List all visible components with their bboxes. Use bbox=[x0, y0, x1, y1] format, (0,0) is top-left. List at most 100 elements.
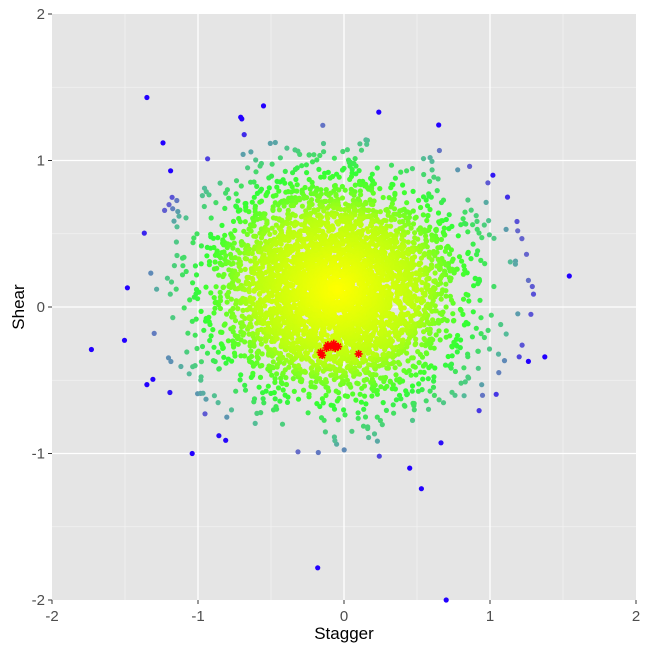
data-point bbox=[207, 337, 213, 344]
data-point bbox=[233, 191, 239, 197]
data-point bbox=[486, 346, 493, 352]
data-point bbox=[235, 341, 241, 347]
data-point bbox=[199, 193, 205, 199]
data-point bbox=[179, 272, 186, 278]
data-point bbox=[292, 213, 298, 219]
data-point bbox=[295, 396, 302, 402]
data-point bbox=[368, 355, 374, 361]
data-point bbox=[278, 379, 284, 386]
data-point bbox=[252, 420, 258, 426]
data-point bbox=[377, 375, 384, 381]
data-point bbox=[240, 307, 246, 313]
data-point bbox=[323, 198, 329, 204]
data-point bbox=[387, 330, 393, 336]
data-point bbox=[240, 151, 246, 157]
data-point bbox=[265, 227, 271, 233]
highlight-star bbox=[322, 344, 331, 352]
data-point bbox=[299, 203, 305, 209]
data-point bbox=[301, 387, 307, 393]
data-point bbox=[271, 346, 277, 352]
data-point bbox=[269, 292, 275, 299]
data-point bbox=[297, 151, 303, 157]
data-point bbox=[431, 278, 437, 284]
data-point bbox=[266, 259, 272, 265]
data-point bbox=[320, 122, 326, 128]
data-point bbox=[274, 184, 280, 190]
data-point bbox=[381, 360, 387, 366]
data-point bbox=[222, 321, 228, 327]
data-point bbox=[291, 302, 297, 308]
data-point bbox=[314, 401, 320, 407]
data-point bbox=[426, 365, 432, 371]
data-point bbox=[467, 163, 473, 169]
data-point bbox=[319, 396, 325, 402]
data-point bbox=[408, 372, 414, 378]
data-point bbox=[398, 169, 404, 175]
data-point bbox=[256, 384, 262, 390]
data-point bbox=[220, 284, 227, 290]
data-point bbox=[418, 230, 424, 236]
data-point bbox=[304, 195, 310, 201]
data-point bbox=[249, 353, 255, 359]
data-point bbox=[273, 404, 279, 410]
data-point bbox=[393, 397, 399, 403]
data-point bbox=[446, 226, 452, 232]
data-point bbox=[496, 370, 502, 376]
data-point bbox=[324, 205, 330, 211]
data-point bbox=[262, 303, 268, 309]
data-point bbox=[475, 365, 481, 371]
data-point bbox=[437, 220, 443, 226]
data-point bbox=[277, 398, 283, 404]
data-point bbox=[171, 218, 177, 224]
data-point bbox=[185, 330, 191, 336]
data-point bbox=[224, 299, 230, 305]
data-point bbox=[458, 222, 464, 228]
data-point bbox=[144, 382, 150, 388]
data-point bbox=[485, 327, 491, 333]
data-point bbox=[389, 386, 395, 392]
data-point bbox=[416, 197, 422, 203]
data-point bbox=[429, 158, 435, 164]
data-point bbox=[374, 165, 380, 171]
data-point bbox=[208, 215, 214, 221]
data-point bbox=[435, 256, 441, 263]
data-point bbox=[420, 212, 426, 218]
data-point bbox=[438, 199, 445, 206]
data-point bbox=[234, 204, 240, 210]
data-point bbox=[282, 180, 288, 186]
data-point bbox=[242, 296, 248, 302]
data-point bbox=[171, 263, 177, 269]
data-point bbox=[291, 363, 298, 369]
data-point bbox=[189, 318, 195, 324]
data-point bbox=[230, 235, 236, 241]
data-point bbox=[342, 207, 348, 213]
data-point bbox=[438, 296, 444, 302]
data-point bbox=[323, 377, 329, 383]
data-point bbox=[334, 299, 340, 305]
data-point bbox=[206, 314, 212, 320]
data-point bbox=[254, 183, 260, 189]
data-point bbox=[242, 339, 248, 345]
data-point bbox=[374, 336, 380, 342]
data-point bbox=[460, 311, 466, 317]
data-point bbox=[276, 286, 282, 292]
data-point bbox=[389, 247, 395, 253]
data-point bbox=[170, 315, 176, 321]
data-point bbox=[326, 228, 332, 234]
data-point bbox=[180, 263, 186, 269]
y-tick-label: -2 bbox=[32, 592, 45, 609]
data-point bbox=[333, 193, 339, 199]
data-point bbox=[230, 329, 236, 335]
data-point bbox=[195, 296, 201, 302]
data-point bbox=[318, 222, 324, 228]
data-point bbox=[242, 219, 248, 225]
data-point bbox=[168, 358, 174, 365]
data-point bbox=[326, 192, 332, 198]
data-point bbox=[431, 174, 437, 180]
data-point bbox=[258, 410, 264, 416]
data-point bbox=[415, 388, 421, 394]
x-axis-title: Stagger bbox=[314, 624, 374, 643]
data-point bbox=[316, 228, 322, 234]
data-point bbox=[230, 324, 236, 330]
data-point bbox=[167, 291, 173, 297]
